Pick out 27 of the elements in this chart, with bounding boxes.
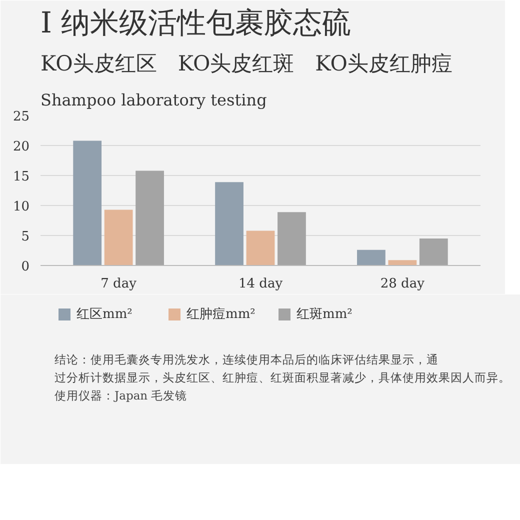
bar: [357, 250, 386, 266]
bar: [215, 182, 244, 266]
text: 结论：使用毛囊炎专用洗发水，连续使用本品后的临床评估结果显示，通: [54, 352, 438, 366]
text: 过分析计数据显示，头皮红区、红肿痘、红斑面积显著减少，具体使用效果因人而异。: [54, 370, 510, 384]
y-tick-label: 10: [12, 200, 30, 214]
y-tick-label: 20: [12, 140, 30, 154]
x-tick-label: 7 day: [100, 276, 138, 292]
bar: [104, 210, 133, 266]
legend-label: 红斑mm²: [296, 307, 352, 322]
x-tick-label: 14 day: [238, 276, 284, 292]
y-tick-label: 5: [21, 230, 30, 244]
text: 使用仪器：Japan 毛发镜: [54, 388, 188, 402]
y-tick-label: 15: [12, 170, 30, 184]
text: Shampoo laboratory testing: [40, 90, 267, 110]
bar: [278, 212, 306, 266]
bar: [419, 238, 448, 266]
bar: [136, 170, 164, 266]
bar: [388, 260, 417, 266]
chart-title: I 纳米级活性包裹胶态硫: [40, 6, 352, 40]
legend-label: 红肿痘mm²: [186, 307, 256, 322]
legend-label: 红区mm²: [76, 307, 132, 322]
y-tick-label: 0: [21, 260, 30, 274]
y-tick-label: 25: [12, 110, 30, 124]
chart-subtitle: KO头皮红区 KO头皮红斑 KO头皮红肿痘: [40, 52, 453, 76]
bar: [73, 140, 102, 266]
x-tick-label: 28 day: [380, 276, 426, 292]
bar: [246, 230, 275, 266]
